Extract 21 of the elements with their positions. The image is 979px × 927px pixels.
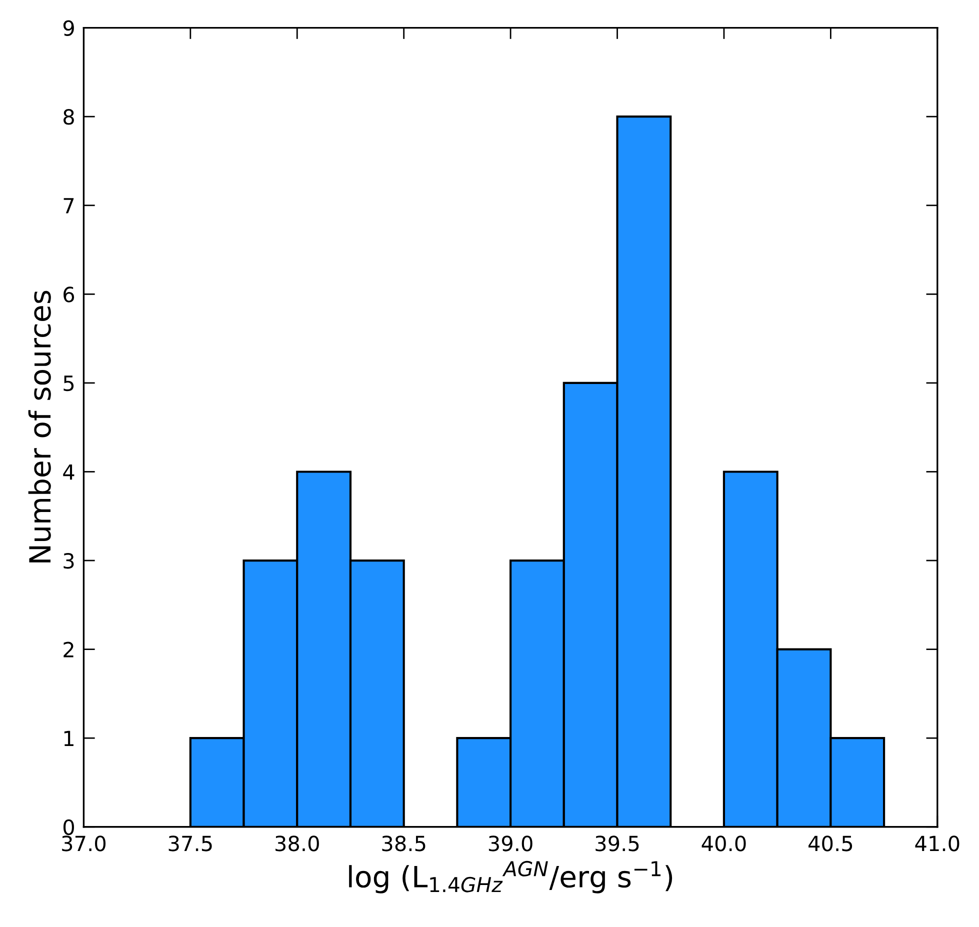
x-tick-label: 40.5 bbox=[808, 836, 852, 852]
x-tick-label: 38.5 bbox=[382, 836, 426, 852]
x-axis-title: log (L$_{1.4GHz}$$^{AGN}$/erg s$^{−1}$) bbox=[349, 860, 672, 894]
y-axis-title: Number of sources bbox=[28, 290, 51, 562]
y-tick-label: 0 bbox=[63, 819, 74, 836]
x-tick-label: 38.0 bbox=[276, 836, 319, 852]
y-tick-label: 8 bbox=[64, 109, 74, 125]
x-tick-label: 39.0 bbox=[488, 836, 532, 852]
y-tick-label: 6 bbox=[64, 286, 74, 302]
x-tick-label: 37.0 bbox=[62, 836, 106, 852]
x-tick-label: 41.0 bbox=[915, 836, 960, 852]
y-tick-label: 5 bbox=[64, 376, 74, 392]
y-tick-label: 7 bbox=[64, 198, 74, 214]
y-tick-label: 2 bbox=[64, 642, 74, 658]
y-tick-label: 4 bbox=[63, 464, 74, 480]
y-tick-label: 3 bbox=[64, 552, 74, 569]
x-tick-label: 40.0 bbox=[702, 836, 746, 852]
x-tick-label: 39.5 bbox=[596, 836, 639, 852]
x-tick-label: 37.5 bbox=[168, 836, 212, 852]
y-tick-label: 1 bbox=[64, 730, 74, 746]
y-tick-label: 9 bbox=[63, 20, 74, 36]
